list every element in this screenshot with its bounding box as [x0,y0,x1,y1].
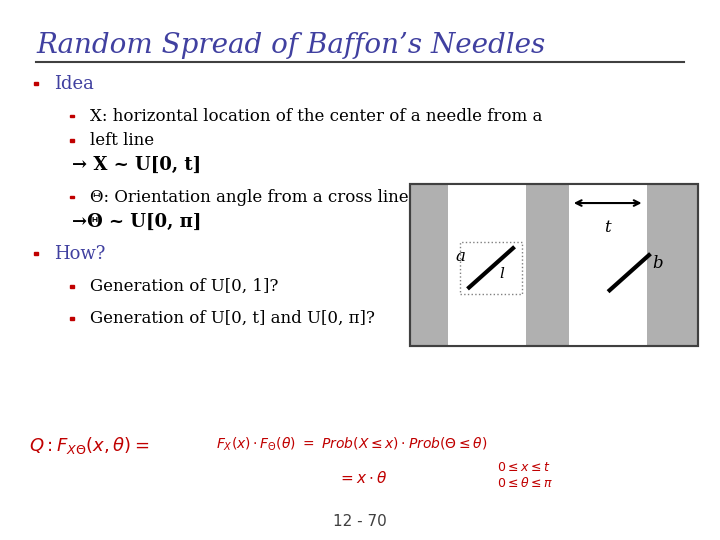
Bar [34,82,38,85]
Bar [71,318,74,320]
Bar [71,285,74,287]
Text: Idea: Idea [54,75,94,93]
Bar [448,184,526,346]
Bar [34,252,38,255]
Bar [71,195,74,198]
Text: left line: left line [90,132,154,149]
Text: → X ~ U[0, t]: → X ~ U[0, t] [72,156,201,174]
Text: $Q: F_{X\Theta}(x, \theta) =$: $Q: F_{X\Theta}(x, \theta) =$ [29,435,149,456]
Text: t: t [604,219,611,236]
Text: How?: How? [54,245,105,263]
Bar [410,184,698,346]
Bar [460,242,522,294]
Text: 12 - 70: 12 - 70 [333,514,387,529]
Text: →Θ ~ U[0, π]: →Θ ~ U[0, π] [72,212,202,231]
Text: $= x \cdot \theta$: $= x \cdot \theta$ [338,470,388,486]
Text: Random Spread of Baffon’s Needles: Random Spread of Baffon’s Needles [36,32,545,59]
Bar [71,139,74,141]
Text: X: horizontal location of the center of a needle from a: X: horizontal location of the center of … [90,107,542,125]
Text: l: l [500,267,505,281]
Bar [410,184,698,346]
Text: Generation of U[0, t] and U[0, π]?: Generation of U[0, t] and U[0, π]? [90,310,375,327]
Text: $0 \leq x \leq t$
$0 \leq \theta \leq \pi$: $0 \leq x \leq t$ $0 \leq \theta \leq \p… [497,461,553,490]
Bar [71,114,74,117]
Bar [569,184,647,346]
Text: Generation of U[0, 1]?: Generation of U[0, 1]? [90,278,279,295]
Text: $F_X(x) \cdot F_\Theta(\theta)\ =\ Prob(X \leq x) \cdot Prob(\Theta \leq \theta): $F_X(x) \cdot F_\Theta(\theta)\ =\ Prob(… [216,435,487,453]
Text: a: a [456,247,465,265]
Text: Θ: Orientation angle from a cross line: Θ: Orientation angle from a cross line [90,188,409,206]
Text: b: b [652,255,663,272]
